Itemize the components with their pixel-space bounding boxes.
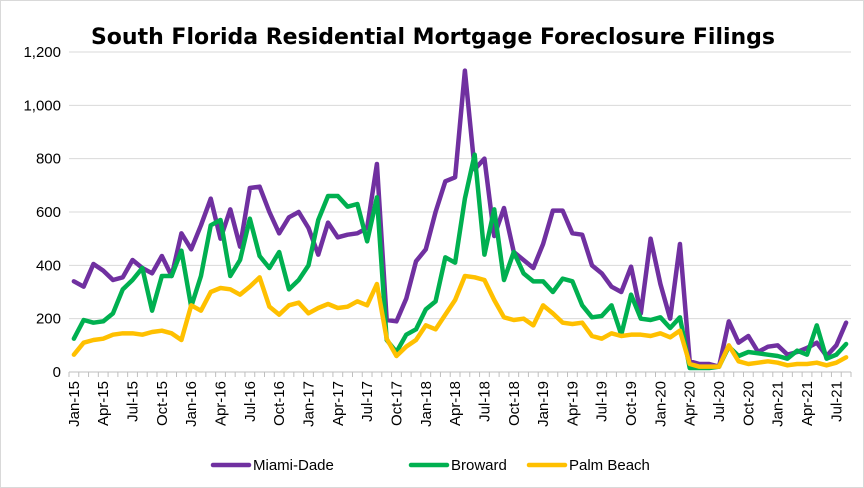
series-line-palm-beach: [71, 273, 849, 369]
x-tick-label: Oct-17: [388, 381, 405, 426]
chart-title: South Florida Residential Mortgage Forec…: [91, 25, 775, 50]
legend-label-miami-dade: Miami-Dade: [253, 457, 334, 474]
x-tick-label: Jul-16: [242, 381, 259, 422]
y-tick-label: 0: [53, 364, 61, 381]
x-tick-label: Jan-15: [66, 381, 83, 427]
x-tick-label: Apr-16: [213, 381, 230, 426]
x-tick-label: Oct-20: [740, 381, 757, 426]
series-line-broward: [71, 152, 849, 371]
x-tick-label: Jan-16: [183, 381, 200, 427]
x-tick-label: Jan-18: [418, 381, 435, 427]
x-tick-label: Jan-20: [652, 381, 669, 427]
x-tick-label: Jul-20: [711, 381, 728, 422]
legend: Miami-Dade Broward Palm Beach: [210, 457, 650, 474]
x-tick-label: Jan-19: [535, 381, 552, 427]
x-tick-label: Apr-17: [330, 381, 347, 426]
x-tick-label: Jan-21: [770, 381, 787, 427]
x-tick-label: Jul-15: [125, 381, 142, 422]
x-tick-label: Oct-18: [506, 381, 523, 426]
x-tick-label: Oct-15: [154, 381, 171, 426]
y-tick-label: 800: [36, 151, 61, 168]
y-tick-label: 600: [36, 204, 61, 221]
series-lines: [71, 68, 849, 371]
x-tick-label: Apr-21: [799, 381, 816, 426]
x-tick-label: Jul-21: [828, 381, 845, 422]
x-tick-label: Jan-17: [300, 381, 317, 427]
y-axis-tick-labels: 0 200 400 600 800 1,000 1,200: [23, 44, 61, 381]
x-axis-tick-labels: Jan-15 Apr-15 Jul-15 Oct-15 Jan-16 Apr-16 Jul-…: [66, 381, 845, 427]
y-tick-label: 1,200: [23, 44, 61, 61]
x-tick-label: Jul-19: [594, 381, 611, 422]
x-axis-ticks: [68, 372, 852, 377]
legend-label-palm-beach: Palm Beach: [569, 457, 650, 474]
x-tick-label: Apr-18: [447, 381, 464, 426]
y-tick-label: 1,000: [23, 97, 61, 114]
x-tick-label: Jul-18: [476, 381, 493, 422]
x-tick-label: Apr-20: [682, 381, 699, 426]
x-tick-label: Oct-19: [623, 381, 640, 426]
y-tick-label: 400: [36, 257, 61, 274]
y-tick-label: 200: [36, 311, 61, 328]
legend-label-broward: Broward: [451, 457, 507, 474]
x-tick-label: Jul-17: [359, 381, 376, 422]
x-tick-label: Oct-16: [271, 381, 288, 426]
x-tick-label: Apr-19: [564, 381, 581, 426]
x-tick-label: Apr-15: [95, 381, 112, 426]
